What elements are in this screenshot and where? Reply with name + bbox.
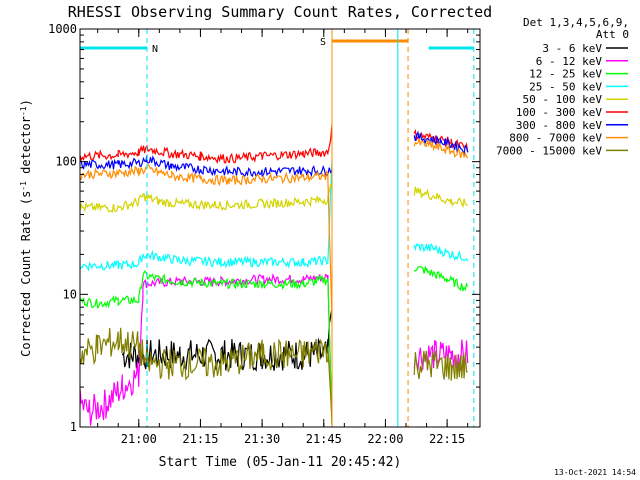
x-tick-label-22-00: 22:00 xyxy=(367,432,403,446)
series-50-100-kev-run-1 xyxy=(413,186,468,209)
legend-label-3-6-kev: 3 - 6 keV xyxy=(542,42,602,55)
series-800-7000-kev-run-1 xyxy=(413,138,469,159)
series-50-100-kev xyxy=(79,184,468,214)
x-axis-label: Start Time (05-Jan-11 20:45:42) xyxy=(159,455,402,470)
legend-label-25-50-kev: 25 - 50 keV xyxy=(529,80,602,93)
series-6-12-kev-run-0 xyxy=(79,272,333,426)
series-100-300-kev xyxy=(79,124,469,165)
series-3-6-kev-run-0 xyxy=(121,307,333,373)
legend-label-12-25-kev: 12 - 25 keV xyxy=(529,68,602,81)
series-300-800-kev-run-0 xyxy=(79,154,333,178)
flag-s-label: S xyxy=(320,37,326,48)
legend-label-50-100-kev: 50 - 100 keV xyxy=(523,93,603,106)
flags-layer: NS xyxy=(80,37,474,55)
y-axis-label-mid: detector xyxy=(19,116,33,181)
legend-label-7000-15000-kev: 7000 - 15000 keV xyxy=(496,144,602,157)
x-tick-label-21-15: 21:15 xyxy=(182,432,218,446)
y-axis: 1 10 100 1000 xyxy=(48,22,480,434)
x-axis: 21:00 21:15 21:30 21:45 22:00 22:15 xyxy=(97,29,469,446)
series-100-300-kev-run-0 xyxy=(79,124,333,165)
series-100-300-kev-run-1 xyxy=(413,128,469,153)
chart-title: RHESSI Observing Summary Count Rates, Co… xyxy=(68,3,492,21)
series-50-100-kev-run-0 xyxy=(79,184,333,214)
series-7000-15000-kev-run-0 xyxy=(79,327,333,423)
series-12-25-kev xyxy=(79,265,469,428)
y-axis-label-suffix: ) xyxy=(19,99,33,106)
y-axis-label-sup-2: -1 xyxy=(19,106,28,116)
series-7000-15000-kev xyxy=(79,327,468,423)
y-tick-label-1000: 1000 xyxy=(48,22,77,36)
x-tick-label-21-30: 21:30 xyxy=(244,432,280,446)
series-12-25-kev-run-0 xyxy=(79,270,333,428)
series-25-50-kev xyxy=(79,159,469,272)
series-800-7000-kev xyxy=(79,138,469,324)
y-axis-label-sup-1: -1 xyxy=(19,181,28,191)
legend-label-300-800-kev: 300 - 800 keV xyxy=(516,119,602,132)
y-axis-label-prefix: Corrected Count Rate (s xyxy=(19,191,33,357)
legend-label-6-12-kev: 6 - 12 keV xyxy=(536,55,603,68)
legend-label-100-300-kev: 100 - 300 keV xyxy=(516,106,602,119)
legend-header-line-1: Det 1,3,4,5,6,9, xyxy=(523,16,629,29)
series-25-50-kev-run-0 xyxy=(79,159,333,272)
footer-date: 13-Oct-2021 14:54 xyxy=(554,468,636,477)
series-7000-15000-kev-run-1 xyxy=(413,350,468,381)
series-layer xyxy=(79,124,469,428)
legend-header-line-2: Att 0 xyxy=(596,28,629,41)
boundary-layer xyxy=(146,29,475,427)
x-tick-label-21-45: 21:45 xyxy=(306,432,342,446)
y-axis-label: Corrected Count Rate (s-1 detector-1) xyxy=(19,99,33,357)
y-tick-label-10: 10 xyxy=(63,287,77,301)
series-25-50-kev-run-1 xyxy=(413,242,469,262)
legend-label-800-7000-kev: 800 - 7000 keV xyxy=(509,132,602,145)
y-tick-label-1: 1 xyxy=(70,420,77,434)
plot-frame xyxy=(79,28,481,428)
x-tick-label-22-15: 22:15 xyxy=(429,432,465,446)
series-12-25-kev-run-1 xyxy=(413,265,469,292)
y-tick-label-100: 100 xyxy=(55,155,77,169)
x-tick-label-21-00: 21:00 xyxy=(121,432,157,446)
series-3-6-kev xyxy=(121,307,333,373)
flag-n-label: N xyxy=(152,44,158,55)
series-800-7000-kev-run-0 xyxy=(79,163,333,324)
